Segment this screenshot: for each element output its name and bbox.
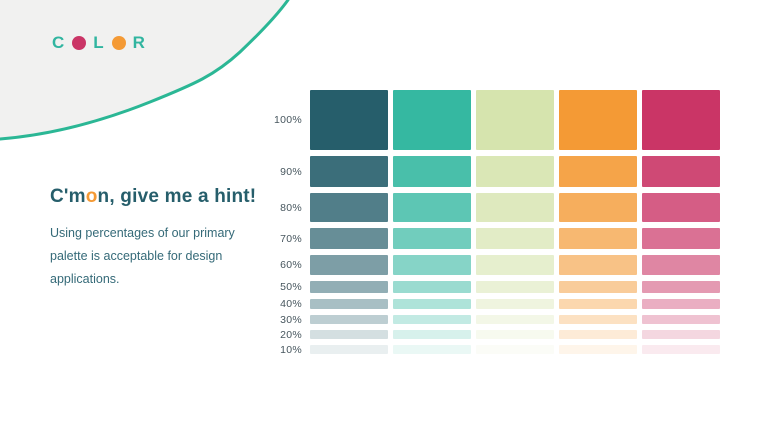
- swatch-orange-60pct: [559, 255, 637, 275]
- swatch-teal-50pct: [393, 281, 471, 293]
- swatch-dark-teal-30pct: [310, 315, 388, 324]
- swatch-dark-teal-40pct: [310, 299, 388, 309]
- blob-fill: [0, 0, 288, 139]
- swatch-magenta-70pct: [642, 228, 720, 249]
- swatch-orange-100pct: [559, 90, 637, 150]
- swatch-orange-30pct: [559, 315, 637, 324]
- body-line-2: palette is acceptable for design: [50, 249, 223, 263]
- swatch-magenta-50pct: [642, 281, 720, 293]
- swatch-dark-teal-20pct: [310, 330, 388, 339]
- page-title: C'mon, give me a hint!: [50, 186, 257, 207]
- swatch-magenta-30pct: [642, 315, 720, 324]
- swatch-teal-90pct: [393, 156, 471, 187]
- row-label-70pct: 70%: [280, 232, 302, 245]
- swatch-orange-50pct: [559, 281, 637, 293]
- swatch-pale-green-90pct: [476, 156, 554, 187]
- row-label-20pct: 20%: [280, 328, 302, 341]
- swatch-dark-teal-50pct: [310, 281, 388, 293]
- row-label-30pct: 30%: [280, 313, 302, 326]
- swatch-teal-100pct: [393, 90, 471, 150]
- swatch-pale-green-80pct: [476, 193, 554, 222]
- color-logo: C L R: [52, 33, 146, 53]
- swatch-teal-10pct: [393, 345, 471, 354]
- swatch-teal-20pct: [393, 330, 471, 339]
- swatch-magenta-20pct: [642, 330, 720, 339]
- swatch-dark-teal-70pct: [310, 228, 388, 249]
- swatch-orange-10pct: [559, 345, 637, 354]
- swatch-pale-green-100pct: [476, 90, 554, 150]
- swatch-orange-40pct: [559, 299, 637, 309]
- row-label-50pct: 50%: [280, 281, 302, 293]
- corner-blob-shape: [0, 0, 290, 141]
- swatch-pale-green-10pct: [476, 345, 554, 354]
- swatch-magenta-10pct: [642, 345, 720, 354]
- swatch-pale-green-60pct: [476, 255, 554, 275]
- swatch-pale-green-20pct: [476, 330, 554, 339]
- swatch-dark-teal-100pct: [310, 90, 388, 150]
- swatch-magenta-40pct: [642, 299, 720, 309]
- swatch-magenta-100pct: [642, 90, 720, 150]
- swatch-dark-teal-10pct: [310, 345, 388, 354]
- logo-dot-orange-icon: [111, 36, 126, 50]
- swatch-teal-40pct: [393, 299, 471, 309]
- heading-accent-letter: o: [85, 186, 98, 207]
- swatch-pale-green-30pct: [476, 315, 554, 324]
- swatch-teal-70pct: [393, 228, 471, 249]
- intro-section: C'mon, give me a hint! Using percentages…: [50, 186, 280, 291]
- row-label-90pct: 90%: [280, 165, 302, 178]
- swatch-dark-teal-80pct: [310, 193, 388, 222]
- swatch-teal-30pct: [393, 315, 471, 324]
- logo-dot-pink-icon: [72, 36, 87, 50]
- swatch-orange-80pct: [559, 193, 637, 222]
- intro-body-text: Using percentages of our primary palette…: [50, 222, 280, 291]
- swatch-magenta-60pct: [642, 255, 720, 275]
- swatch-dark-teal-60pct: [310, 255, 388, 275]
- row-label-60pct: 60%: [280, 259, 302, 271]
- swatch-orange-20pct: [559, 330, 637, 339]
- swatch-dark-teal-90pct: [310, 156, 388, 187]
- logo-letter-r: R: [132, 33, 146, 52]
- row-label-100pct: 100%: [273, 114, 302, 126]
- swatch-teal-60pct: [393, 255, 471, 275]
- row-label-10pct: 10%: [280, 343, 302, 356]
- swatch-orange-90pct: [559, 156, 637, 187]
- logo-letter-c: C: [52, 33, 66, 52]
- blob-curve-line: [0, 0, 290, 141]
- logo-letter-l: L: [93, 33, 105, 52]
- swatch-magenta-80pct: [642, 193, 720, 222]
- swatch-orange-70pct: [559, 228, 637, 249]
- swatch-pale-green-40pct: [476, 299, 554, 309]
- body-line-3: applications.: [50, 272, 120, 286]
- body-line-1: Using percentages of our primary: [50, 226, 235, 240]
- swatch-magenta-90pct: [642, 156, 720, 187]
- row-label-40pct: 40%: [280, 298, 302, 310]
- row-label-80pct: 80%: [280, 201, 302, 214]
- swatch-pale-green-70pct: [476, 228, 554, 249]
- palette-grid: 100% 90% 80% 70% 60% 50% 40% 30% 20% 10%: [250, 90, 720, 356]
- swatch-pale-green-50pct: [476, 281, 554, 293]
- swatch-teal-80pct: [393, 193, 471, 222]
